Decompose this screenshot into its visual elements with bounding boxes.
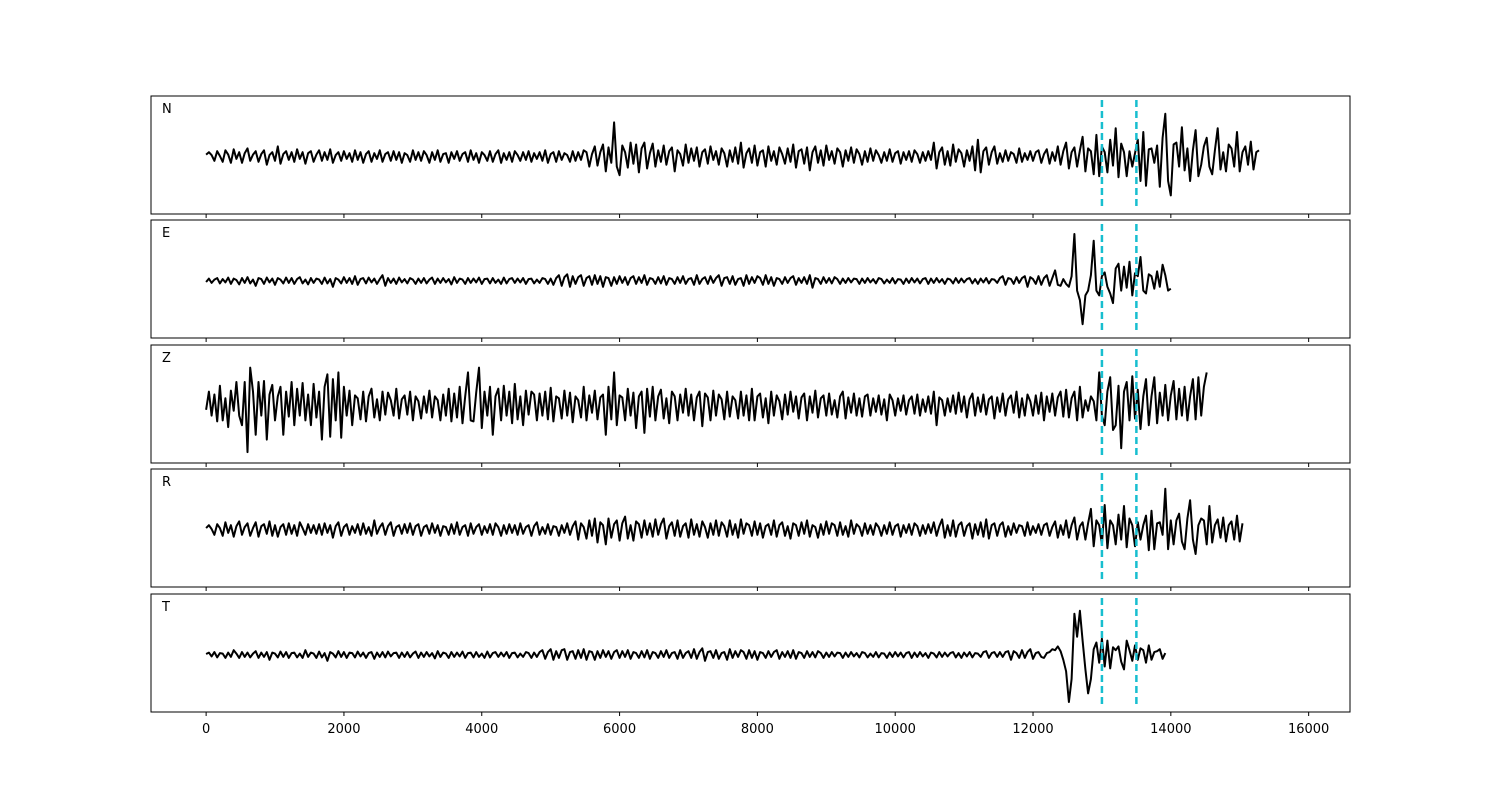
panel-frame-z (150, 344, 1351, 464)
panel-frame-n (150, 95, 1351, 215)
panel-label-t: T (161, 600, 170, 615)
x-tick-label-3: 6000 (603, 722, 636, 737)
panel-frame-e (150, 219, 1351, 339)
x-tick-label-4: 8000 (741, 722, 774, 737)
trace-e (205, 233, 1172, 326)
panel-label-n: N (162, 102, 172, 117)
trace-z (205, 366, 1208, 454)
trace-t (205, 609, 1167, 703)
x-tick-label-8: 16000 (1288, 722, 1329, 737)
panel-label-e: E (162, 226, 170, 241)
x-tick-label-5: 10000 (875, 722, 916, 737)
x-tick-label-0: 0 (202, 722, 210, 737)
x-tick-label-2: 4000 (465, 722, 498, 737)
panel-frame-t (150, 593, 1351, 713)
panel-frame-r (150, 468, 1351, 588)
x-tick-label-6: 12000 (1012, 722, 1053, 737)
panel-label-r: R (162, 475, 171, 490)
x-tick-label-1: 2000 (327, 722, 360, 737)
trace-n (205, 112, 1260, 197)
x-tick-label-7: 14000 (1150, 722, 1191, 737)
trace-r (205, 487, 1244, 555)
panel-label-z: Z (162, 351, 171, 366)
